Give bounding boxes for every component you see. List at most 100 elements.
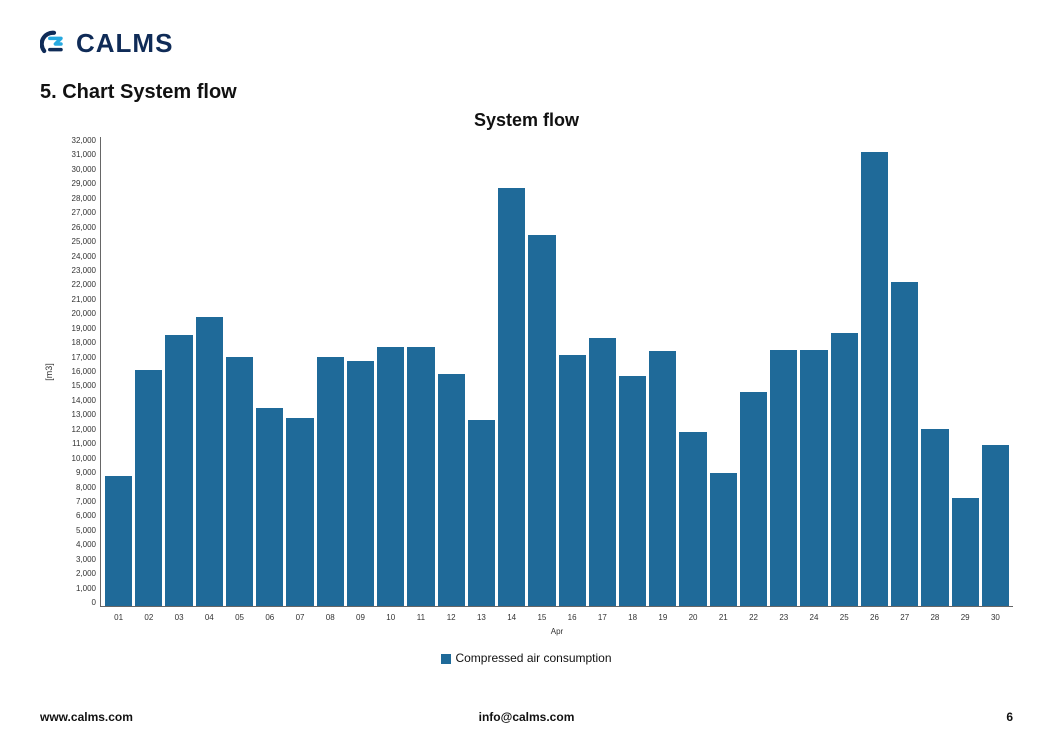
chart-xtick: 15 (528, 613, 555, 622)
chart-ytick: 16,000 (58, 368, 96, 376)
chart-xtick: 23 (770, 613, 797, 622)
page-footer: www.calms.com info@calms.com 6 (40, 710, 1013, 724)
chart-bar (226, 357, 253, 606)
chart-plot-area: 0102030405060708091011121314151617181920… (100, 137, 1013, 607)
chart-bar (377, 347, 404, 606)
legend-label: Compressed air consumption (455, 651, 611, 665)
chart-xtick: 27 (891, 613, 918, 622)
brand-name: CALMS (76, 28, 173, 59)
chart-bar (468, 420, 495, 606)
chart-xtick: 25 (831, 613, 858, 622)
chart-ytick: 6,000 (58, 512, 96, 520)
chart-ytick: 4,000 (58, 541, 96, 549)
chart-xtick: 12 (438, 613, 465, 622)
chart-bar (589, 338, 616, 606)
chart-yticks: 32,00031,00030,00029,00028,00027,00026,0… (58, 137, 100, 607)
chart-bar (559, 355, 586, 606)
chart-ytick: 1,000 (58, 585, 96, 593)
chart-ytick: 32,000 (58, 137, 96, 145)
chart-xticks: 0102030405060708091011121314151617181920… (101, 613, 1013, 622)
chart-bar (105, 476, 132, 606)
chart-xtick: 08 (317, 613, 344, 622)
footer-page-number: 6 (1006, 710, 1013, 724)
calms-mark-icon (40, 30, 68, 58)
chart-bar (196, 317, 223, 606)
chart-xtick: 09 (347, 613, 374, 622)
chart-bar (831, 333, 858, 606)
chart-xtick: 05 (226, 613, 253, 622)
chart-bar (770, 350, 797, 606)
system-flow-chart: System flow [m3] 32,000 31,000 30,000 29,00… (40, 110, 1013, 665)
chart-xtick: 26 (861, 613, 888, 622)
chart-xtick: 11 (407, 613, 434, 622)
chart-xtick: 20 (679, 613, 706, 622)
chart-ytick: 9,000 (58, 469, 96, 477)
chart-ytick: 22,000 (58, 281, 96, 289)
chart-ytick: 12,000 (58, 426, 96, 434)
chart-bar (740, 392, 767, 606)
chart-ytick: 17,000 (58, 354, 96, 362)
chart-bar (982, 445, 1009, 606)
chart-ytick: 10,000 (58, 455, 96, 463)
legend-swatch-icon (441, 654, 451, 664)
chart-ytick: 20,000 (58, 310, 96, 318)
chart-xtick: 13 (468, 613, 495, 622)
chart-xtick: 17 (589, 613, 616, 622)
chart-xtick: 29 (952, 613, 979, 622)
chart-xtick: 04 (196, 613, 223, 622)
brand-logo: CALMS (40, 28, 1013, 59)
chart-xtick: 30 (982, 613, 1009, 622)
chart-bar (347, 361, 374, 606)
chart-bar (619, 376, 646, 606)
chart-xtick: 19 (649, 613, 676, 622)
chart-ytick: 0 (58, 599, 96, 607)
chart-ylabel: [m3] (44, 363, 54, 381)
chart-bar (710, 473, 737, 606)
chart-ytick: 30,000 (58, 166, 96, 174)
chart-bar (952, 498, 979, 606)
chart-bar (921, 429, 948, 606)
chart-ytick: 26,000 (58, 224, 96, 232)
chart-xtick: 07 (286, 613, 313, 622)
chart-ytick: 8,000 (58, 484, 96, 492)
chart-xtick: 14 (498, 613, 525, 622)
chart-title: System flow (40, 110, 1013, 131)
chart-ytick: 24,000 (58, 253, 96, 261)
chart-ytick: 13,000 (58, 411, 96, 419)
chart-ytick: 7,000 (58, 498, 96, 506)
footer-website: www.calms.com (40, 710, 133, 724)
chart-ytick: 25,000 (58, 238, 96, 246)
chart-xtick: 18 (619, 613, 646, 622)
chart-ytick: 15,000 (58, 382, 96, 390)
chart-bar (407, 347, 434, 606)
footer-email: info@calms.com (479, 710, 575, 724)
chart-bar (528, 235, 555, 606)
chart-ytick: 5,000 (58, 527, 96, 535)
chart-bar (861, 152, 888, 606)
chart-ytick: 31,000 (58, 151, 96, 159)
chart-bar (891, 282, 918, 606)
chart-x-sublabel: Apr (101, 627, 1013, 636)
section-heading: 5. Chart System flow (40, 81, 1013, 104)
chart-xtick: 06 (256, 613, 283, 622)
chart-ytick: 29,000 (58, 180, 96, 188)
chart-bar (498, 188, 525, 606)
chart-bar (438, 374, 465, 606)
chart-bar (135, 370, 162, 606)
chart-ytick: 27,000 (58, 209, 96, 217)
chart-xtick: 10 (377, 613, 404, 622)
chart-ytick: 21,000 (58, 296, 96, 304)
chart-bar (679, 432, 706, 606)
chart-bar (800, 350, 827, 606)
chart-ytick: 23,000 (58, 267, 96, 275)
chart-bar (649, 351, 676, 606)
chart-xtick: 16 (559, 613, 586, 622)
chart-xtick: 02 (135, 613, 162, 622)
chart-bar (317, 357, 344, 606)
chart-legend: Compressed air consumption (40, 651, 1013, 665)
chart-bar (286, 418, 313, 606)
chart-bar (256, 408, 283, 606)
chart-ytick: 11,000 (58, 440, 96, 448)
chart-ytick: 19,000 (58, 325, 96, 333)
chart-xtick: 01 (105, 613, 132, 622)
